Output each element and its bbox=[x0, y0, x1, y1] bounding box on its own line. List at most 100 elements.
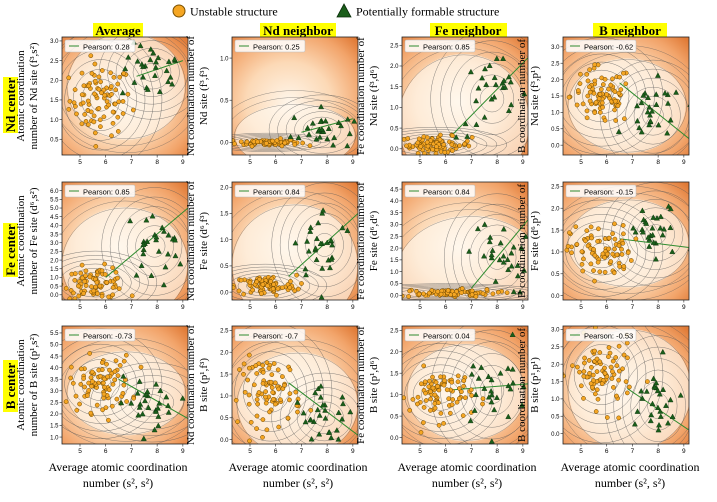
x-tick-label: 7 bbox=[300, 304, 304, 311]
pearson-legend: Pearson: 0.85 bbox=[404, 39, 476, 53]
y-tick-label: 3.5 bbox=[50, 232, 59, 238]
formable-point bbox=[510, 288, 517, 295]
unstable-point bbox=[124, 399, 129, 404]
unstable-point bbox=[433, 151, 439, 155]
formable-point bbox=[339, 415, 346, 422]
subplot-nd-center-average: Pearson: 0.28 5 6 7 8 9 0.5 1.0 1.5 2.0 2.5 3.0 Atom… bbox=[15, 36, 189, 166]
unstable-point bbox=[597, 91, 603, 97]
y-axis-label: B coordination number of Nd site (f³,p¹) bbox=[516, 39, 541, 153]
contour-line bbox=[232, 326, 333, 444]
formable-point bbox=[149, 212, 156, 219]
formable-point bbox=[519, 402, 525, 408]
y-tick-label: 3.0 bbox=[50, 241, 59, 247]
unstable-point bbox=[79, 262, 85, 268]
unstable-point bbox=[423, 390, 428, 396]
unstable-point bbox=[587, 67, 592, 73]
pearson-legend-box bbox=[234, 328, 306, 342]
contour-line bbox=[232, 132, 330, 152]
unstable-point bbox=[110, 265, 115, 271]
unstable-point bbox=[82, 112, 88, 117]
y-tick-label: 1.5 bbox=[390, 85, 399, 91]
unstable-point bbox=[421, 134, 427, 140]
formable-point bbox=[673, 89, 680, 95]
unstable-point bbox=[99, 360, 105, 365]
formable-point bbox=[151, 426, 158, 433]
formable-point bbox=[292, 239, 299, 246]
y-tick-label: 5.5 bbox=[50, 198, 59, 204]
unstable-point bbox=[271, 282, 277, 287]
formable-point bbox=[318, 294, 325, 300]
x-tick-label: 9 bbox=[181, 304, 185, 311]
unstable-point bbox=[272, 380, 278, 386]
legend-formable-label: Potentially formable structure bbox=[356, 5, 499, 19]
x-tick-label: 8 bbox=[155, 304, 159, 311]
formable-point bbox=[300, 409, 307, 416]
formable-point bbox=[142, 397, 148, 404]
y-tick-label: 0.0 bbox=[551, 432, 560, 438]
x-tick-label: 9 bbox=[181, 448, 185, 455]
formable-point bbox=[639, 228, 646, 235]
unstable-point bbox=[266, 365, 272, 371]
unstable-point bbox=[107, 367, 112, 373]
unstable-point bbox=[248, 419, 254, 425]
contour-line bbox=[633, 95, 673, 136]
x-axis-labels: Average atomic coordination number (s², … bbox=[48, 460, 699, 490]
unstable-point bbox=[628, 258, 634, 263]
y-tick-label: 6.0 bbox=[50, 189, 59, 195]
formable-point bbox=[147, 46, 154, 52]
unstable-point bbox=[79, 92, 85, 98]
unstable-point bbox=[621, 231, 626, 237]
y-tick-label: 0.0 bbox=[220, 141, 229, 147]
unstable-point bbox=[588, 224, 594, 230]
formable-point bbox=[140, 435, 147, 441]
y-axis-label-line2: Nd site (f³,p¹) bbox=[529, 66, 541, 126]
unstable-point bbox=[212, 138, 216, 142]
x-tick-label: 6 bbox=[605, 159, 609, 166]
unstable-point bbox=[120, 111, 126, 116]
unstable-point bbox=[260, 363, 266, 368]
formable-point bbox=[312, 389, 319, 396]
unstable-point bbox=[262, 394, 268, 400]
y-tick-label: 2.0 bbox=[390, 246, 399, 252]
y-tick-label: 0.0 bbox=[220, 290, 229, 296]
formable-point bbox=[317, 383, 324, 389]
contour-line bbox=[642, 104, 664, 127]
formable-point bbox=[177, 260, 184, 267]
row-header-bg bbox=[3, 77, 18, 133]
contour-line bbox=[619, 199, 689, 270]
pearson-value: Pearson: 0.85 bbox=[83, 188, 130, 197]
unstable-point bbox=[592, 78, 598, 84]
formable-point bbox=[339, 393, 346, 400]
contour-line bbox=[66, 351, 186, 435]
unstable-point bbox=[592, 348, 597, 354]
y-tick-label: 2.5 bbox=[551, 61, 560, 67]
contour-line bbox=[279, 192, 358, 298]
contour-line bbox=[602, 182, 689, 287]
formable-point bbox=[500, 252, 507, 259]
formable-point bbox=[654, 215, 660, 221]
formable-point bbox=[649, 231, 656, 238]
unstable-point bbox=[612, 98, 618, 104]
formable-point bbox=[179, 395, 186, 401]
x-tick-label: 5 bbox=[78, 304, 82, 311]
y-tick-label: 4.5 bbox=[50, 215, 59, 221]
y-tick-label: 2.5 bbox=[50, 59, 59, 65]
unstable-point bbox=[106, 102, 112, 108]
unstable-point bbox=[425, 143, 431, 149]
unstable-point bbox=[100, 407, 105, 413]
unstable-point bbox=[98, 79, 103, 85]
formable-point bbox=[351, 118, 358, 124]
unstable-point bbox=[110, 109, 116, 115]
unstable-point bbox=[587, 89, 593, 95]
unstable-point bbox=[99, 293, 105, 299]
contour-line bbox=[236, 352, 358, 444]
unstable-point bbox=[614, 252, 620, 258]
formable-point bbox=[474, 225, 481, 232]
x-tick-label: 9 bbox=[521, 304, 525, 311]
formable-point bbox=[492, 278, 499, 284]
unstable-point bbox=[81, 376, 86, 381]
unstable-point bbox=[457, 143, 462, 149]
unstable-point bbox=[77, 401, 82, 407]
unstable-point bbox=[268, 279, 274, 284]
unstable-point bbox=[594, 356, 600, 362]
